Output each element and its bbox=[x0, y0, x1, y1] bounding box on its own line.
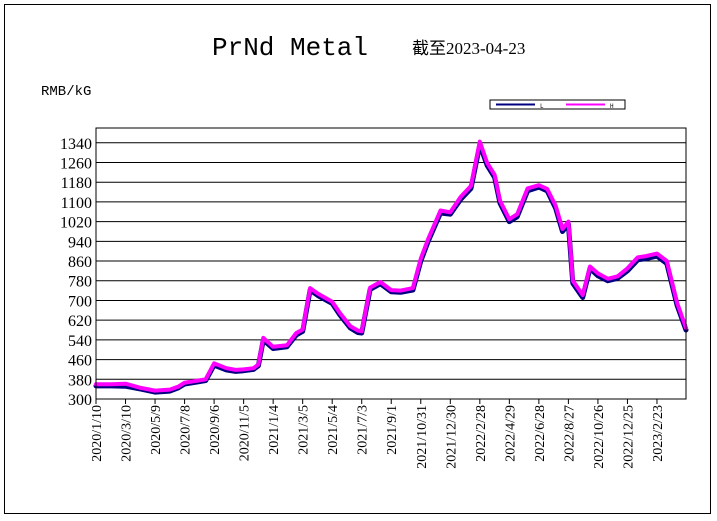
plot-area bbox=[95, 127, 687, 400]
x-tick-label: 2022/8/27 bbox=[562, 405, 577, 462]
x-tick-label: 2021/9/1 bbox=[385, 405, 400, 455]
x-tick-label: 2022/6/28 bbox=[533, 405, 548, 462]
y-tick-label: 620 bbox=[68, 313, 92, 330]
y-tick-label: 1020 bbox=[60, 215, 92, 232]
x-tick-label: 2020/5/9 bbox=[149, 405, 164, 455]
y-tick-label: 460 bbox=[68, 353, 92, 370]
x-tick-label: 2021/12/30 bbox=[444, 405, 459, 469]
x-tick-label: 2022/2/28 bbox=[474, 405, 489, 462]
x-tick-label: 2022/4/29 bbox=[503, 405, 518, 462]
x-tick-label: 2022/10/26 bbox=[592, 405, 607, 469]
y-tick-label: 380 bbox=[68, 372, 92, 389]
x-tick-label: 2021/3/5 bbox=[297, 405, 312, 455]
legend-label-l: L bbox=[540, 103, 544, 110]
chart-title: PrNd Metal bbox=[212, 33, 368, 63]
y-tick-label: 300 bbox=[68, 392, 92, 409]
x-tick-label: 2021/1/4 bbox=[267, 405, 282, 455]
x-tick-label: 2023/2/23 bbox=[651, 405, 666, 462]
chart-frame bbox=[4, 4, 711, 514]
legend-box bbox=[489, 99, 626, 110]
y-tick-label: 1260 bbox=[60, 155, 92, 172]
y-tick-label: 1340 bbox=[60, 136, 92, 153]
x-tick-label: 2020/3/10 bbox=[120, 405, 135, 462]
x-tick-label: 2020/11/5 bbox=[238, 405, 253, 461]
y-tick-label: 940 bbox=[68, 234, 92, 251]
legend-label-h: H bbox=[610, 103, 614, 110]
y-ticks: 300 380 460 540 620 700 780 860 940 1020 1100 1180 1… bbox=[60, 136, 92, 409]
series-line-h bbox=[94, 139, 688, 393]
x-ticks: 2020/1/10 2020/3/10 2020/5/9 2020/7/8 2020/9… bbox=[90, 399, 666, 469]
y-tick-label: 780 bbox=[68, 274, 92, 291]
y-axis-label: RMB/kG bbox=[41, 84, 91, 100]
series-lines bbox=[93, 139, 689, 395]
y-tick-label: 860 bbox=[68, 254, 92, 271]
chart-subtitle: 截至2023-04-23 bbox=[412, 39, 525, 58]
x-tick-label: 2021/7/3 bbox=[356, 405, 371, 455]
y-tick-label: 1100 bbox=[61, 195, 92, 212]
y-tick-label: 700 bbox=[68, 293, 92, 310]
x-tick-label: 2021/5/4 bbox=[326, 405, 341, 455]
y-tick-label: 540 bbox=[68, 333, 92, 350]
grid bbox=[96, 142, 686, 400]
x-tick-label: 2020/1/10 bbox=[90, 405, 105, 462]
x-tick-label: 2020/9/6 bbox=[208, 405, 223, 455]
x-tick-label: 2021/10/31 bbox=[415, 405, 430, 469]
x-tick-label: 2020/7/8 bbox=[179, 405, 194, 455]
y-tick-label: 1180 bbox=[61, 175, 92, 192]
legend: L H bbox=[489, 99, 626, 110]
x-tick-label: 2022/12/25 bbox=[621, 405, 636, 469]
